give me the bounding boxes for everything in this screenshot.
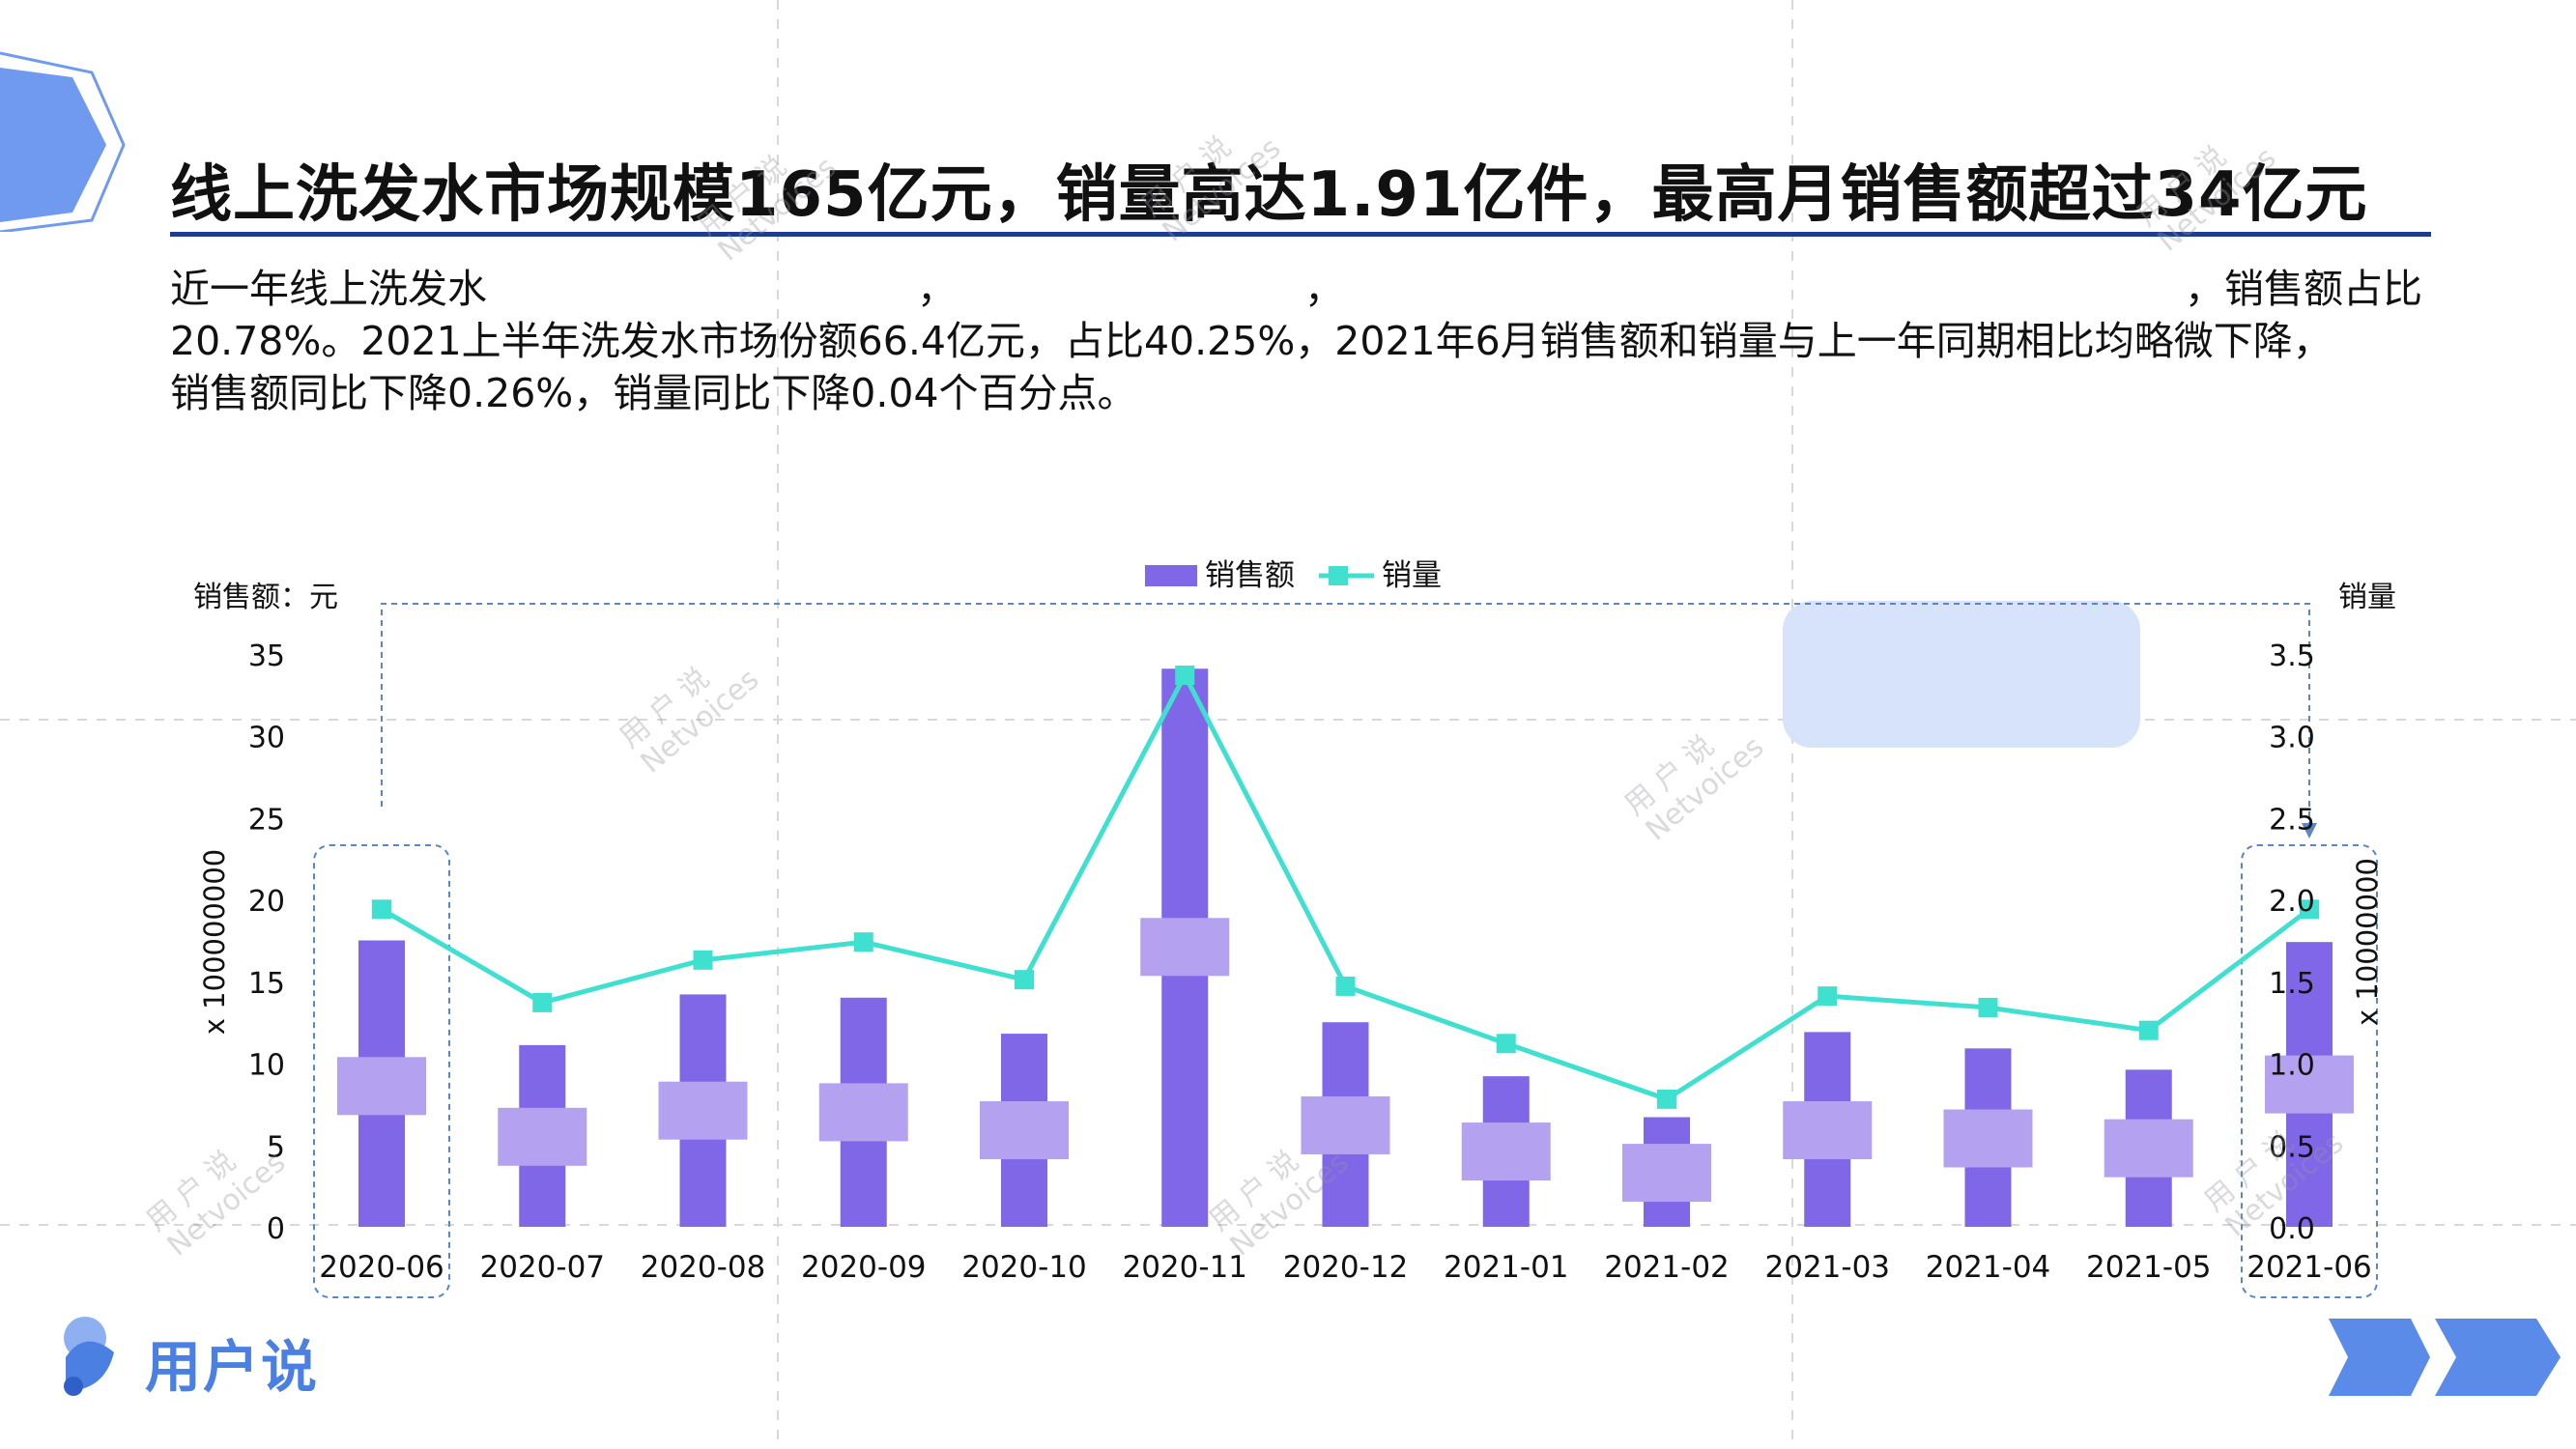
bar-overlay-2021-04	[1943, 1109, 2033, 1168]
next-chevrons-icon	[2329, 1319, 2561, 1396]
bar-overlay-2020-07	[498, 1107, 587, 1166]
bar-overlay-2020-06	[337, 1057, 426, 1116]
point-volume-2021-05	[2138, 1020, 2159, 1040]
x-category-label: 2021-06	[2247, 1250, 2372, 1285]
x-category-label: 2020-11	[1122, 1250, 1247, 1285]
right-tick-label: 1.5	[2269, 967, 2315, 1001]
brand-logo-text: 用户说	[145, 1334, 320, 1400]
left-tick-label: 15	[248, 967, 285, 1001]
point-volume-2020-07	[532, 992, 553, 1012]
description-line-1: 近一年线上洗发水，，，销售额占比	[170, 266, 2422, 312]
point-volume-2021-04	[1978, 997, 1998, 1017]
point-volume-2020-10	[1015, 970, 1034, 990]
description-line-2: 20.78%。2021上半年洗发水市场份额66.4亿元，占比40.25%，202…	[170, 318, 2333, 364]
x-category-label: 2021-05	[2086, 1250, 2212, 1285]
x-category-label: 2020-07	[479, 1250, 605, 1285]
bar-overlay-2020-10	[980, 1101, 1069, 1160]
x-category-label: 2020-06	[319, 1250, 444, 1285]
left-tick-label: 10	[248, 1049, 285, 1083]
point-volume-2020-08	[693, 950, 713, 970]
bar-overlay-2021-05	[2104, 1119, 2193, 1178]
left-tick-label: 25	[248, 803, 285, 837]
bar-overlay-2021-01	[1461, 1122, 1551, 1181]
point-volume-2021-02	[1657, 1089, 1676, 1109]
callout-box	[1783, 601, 2140, 748]
x-category-label: 2021-02	[1604, 1250, 1730, 1285]
left-tick-label: 30	[248, 722, 285, 755]
x-category-label: 2020-12	[1283, 1250, 1409, 1285]
point-volume-2020-06	[372, 899, 391, 920]
left-axis-multiplier: x 100000000	[198, 849, 231, 1035]
right-axis-title: 销量	[2338, 581, 2396, 614]
right-axis-multiplier: x 10000000	[2351, 858, 2384, 1026]
x-category-label: 2021-04	[1926, 1250, 2051, 1285]
corner-hexagon-decoration	[0, 51, 126, 232]
brand-logo-icon	[64, 1317, 114, 1396]
point-volume-2021-01	[1496, 1034, 1516, 1054]
bar-overlay-2020-09	[818, 1083, 908, 1142]
bar-overlay-2020-12	[1301, 1095, 1390, 1154]
bar-overlay-2020-08	[658, 1081, 748, 1140]
bar-overlay-2021-03	[1783, 1101, 1873, 1160]
description-line-3: 销售额同比下降0.26%，销量同比下降0.04个百分点。	[170, 370, 1137, 416]
x-category-label: 2020-10	[961, 1250, 1087, 1285]
legend-swatch-volume-marker	[1329, 566, 1348, 585]
bar-overlay-2021-02	[1622, 1144, 1711, 1203]
left-tick-label: 0	[267, 1212, 285, 1246]
left-tick-label: 35	[248, 639, 285, 673]
x-category-label: 2020-08	[641, 1250, 766, 1285]
right-tick-label: 1.0	[2269, 1049, 2315, 1083]
title-underline	[170, 232, 2431, 237]
point-volume-2020-11	[1175, 666, 1195, 686]
right-tick-label: 0.5	[2269, 1130, 2315, 1164]
x-category-label: 2020-09	[801, 1250, 927, 1285]
connector-arrow-icon	[2302, 823, 2317, 838]
point-volume-2021-06	[2300, 899, 2319, 920]
legend-label-sales: 销售额	[1205, 558, 1295, 593]
bar-overlay-2020-11	[1140, 918, 1230, 977]
description-paragraph: 近一年线上洗发水，，，销售额占比 20.78%。2021上半年洗发水市场份额66…	[170, 263, 2441, 419]
page-title: 线上洗发水市场规模165亿元，销量高达1.91亿件，最高月销售额超过34亿元	[170, 159, 2368, 231]
bar-overlay-2021-06	[2265, 1055, 2354, 1114]
right-tick-label: 3.0	[2269, 722, 2315, 755]
left-axis-title: 销售额：元	[193, 581, 338, 614]
left-tick-label: 5	[267, 1130, 285, 1164]
x-category-label: 2021-03	[1764, 1250, 1890, 1285]
comparison-connector-line	[381, 603, 2310, 826]
point-volume-2020-09	[853, 932, 873, 952]
point-volume-2020-12	[1335, 976, 1356, 996]
right-tick-label: 0.0	[2269, 1212, 2315, 1246]
right-tick-label: 3.5	[2269, 639, 2315, 673]
left-tick-label: 20	[248, 885, 285, 919]
legend-label-volume: 销量	[1382, 558, 1442, 593]
point-volume-2021-03	[1818, 986, 1838, 1007]
x-category-label: 2021-01	[1444, 1250, 1569, 1285]
right-tick-label: 2.5	[2269, 803, 2315, 837]
right-tick-label: 2.0	[2269, 885, 2315, 919]
legend-swatch-sales	[1145, 565, 1197, 586]
sales-combo-chart: 0 5 10 15 20 25 30 35 0.0 0.5 1.0 1.5 2.0 2.5 3.0 3.5 2…	[193, 558, 2396, 1298]
